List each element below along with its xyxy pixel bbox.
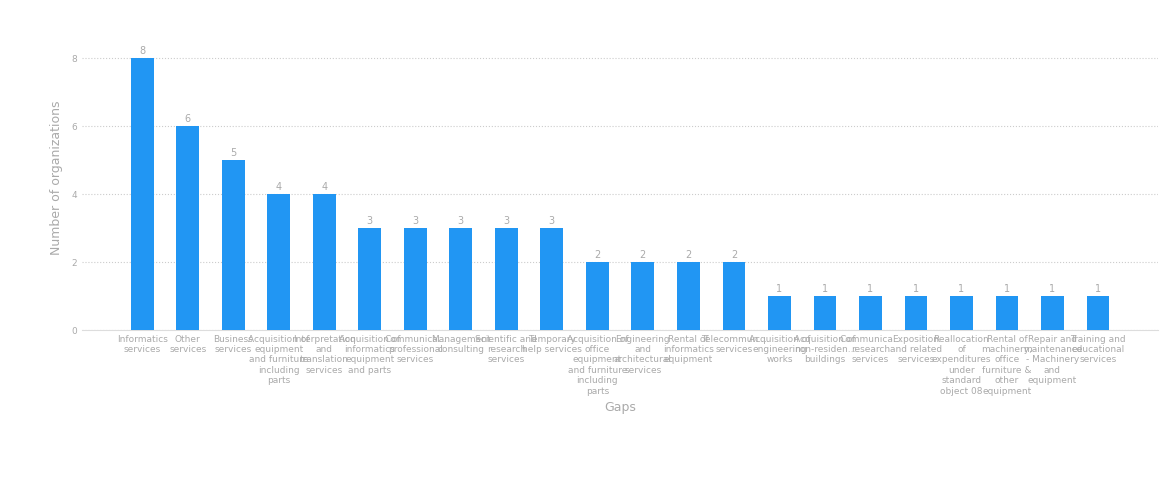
Text: 8: 8 bbox=[139, 46, 145, 56]
Bar bbox=[495, 228, 517, 330]
Bar bbox=[131, 58, 153, 330]
Text: 1: 1 bbox=[1095, 284, 1101, 294]
Bar bbox=[404, 228, 427, 330]
Text: 1: 1 bbox=[777, 284, 783, 294]
Text: 3: 3 bbox=[503, 216, 509, 226]
Bar bbox=[312, 194, 336, 330]
Bar bbox=[358, 228, 381, 330]
Text: 3: 3 bbox=[412, 216, 419, 226]
Text: 1: 1 bbox=[867, 284, 874, 294]
Text: 2: 2 bbox=[640, 250, 646, 260]
Bar bbox=[813, 296, 837, 330]
Bar bbox=[859, 296, 882, 330]
Bar bbox=[268, 194, 290, 330]
Text: 2: 2 bbox=[686, 250, 691, 260]
X-axis label: Gaps: Gaps bbox=[604, 401, 636, 414]
Bar bbox=[586, 262, 608, 330]
Bar bbox=[723, 262, 745, 330]
Bar bbox=[177, 126, 199, 330]
Bar bbox=[541, 228, 563, 330]
Text: 5: 5 bbox=[230, 148, 236, 158]
Bar bbox=[768, 296, 791, 330]
Bar bbox=[996, 296, 1018, 330]
Text: 3: 3 bbox=[549, 216, 555, 226]
Bar bbox=[632, 262, 654, 330]
Text: 1: 1 bbox=[958, 284, 964, 294]
Text: 4: 4 bbox=[276, 182, 282, 192]
Text: 3: 3 bbox=[366, 216, 373, 226]
Text: 2: 2 bbox=[594, 250, 600, 260]
Text: 1: 1 bbox=[913, 284, 918, 294]
Bar bbox=[1041, 296, 1064, 330]
Bar bbox=[677, 262, 700, 330]
Text: 3: 3 bbox=[457, 216, 463, 226]
Bar bbox=[222, 160, 245, 330]
Bar bbox=[950, 296, 972, 330]
Text: 4: 4 bbox=[322, 182, 328, 192]
Bar bbox=[1087, 296, 1109, 330]
Text: 6: 6 bbox=[185, 114, 191, 124]
Bar bbox=[449, 228, 473, 330]
Text: 1: 1 bbox=[821, 284, 828, 294]
Text: 1: 1 bbox=[1049, 284, 1055, 294]
Y-axis label: Number of organizations: Number of organizations bbox=[50, 100, 63, 255]
Text: 1: 1 bbox=[1004, 284, 1010, 294]
Text: 2: 2 bbox=[731, 250, 737, 260]
Bar bbox=[904, 296, 928, 330]
